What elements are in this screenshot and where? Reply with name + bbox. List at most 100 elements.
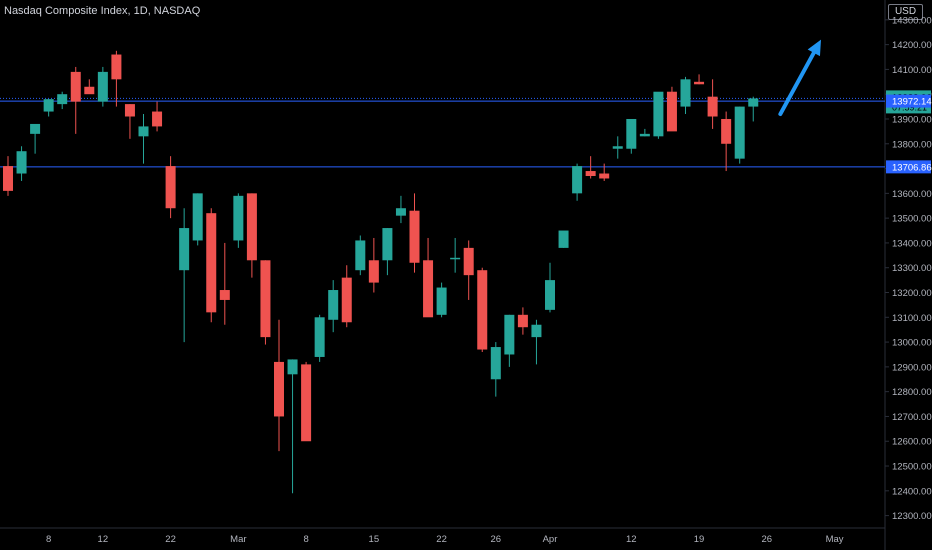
y-tick-label: 13600.00 — [892, 189, 932, 200]
chart-title: Nasdaq Composite Index, 1D, NASDAQ — [4, 5, 201, 17]
candle-body — [43, 99, 54, 112]
y-tick-label: 13300.00 — [892, 263, 932, 274]
candle-body — [558, 230, 569, 248]
candle-body — [653, 91, 664, 137]
x-tick-label: Mar — [230, 534, 246, 545]
candle-body — [219, 290, 230, 300]
trend-arrow — [778, 39, 821, 117]
candle-body — [423, 260, 434, 318]
candle-body — [436, 287, 447, 315]
candle-body — [3, 166, 13, 191]
candle-body — [450, 257, 461, 260]
x-tick-label: 19 — [694, 534, 705, 545]
candle-body — [111, 54, 122, 80]
candle-body — [368, 260, 379, 283]
y-tick-label: 12400.00 — [892, 486, 932, 497]
candle-body — [490, 347, 501, 380]
arrow-shaft — [778, 50, 816, 117]
candle-body — [233, 195, 244, 241]
x-tick-label: 26 — [762, 534, 773, 545]
candle-body — [179, 228, 190, 271]
candle-body — [30, 123, 41, 134]
candle-body — [57, 94, 68, 105]
candle-body — [124, 104, 135, 117]
x-tick-label: Apr — [543, 534, 558, 545]
candle-body — [639, 133, 650, 137]
candle-body — [355, 240, 366, 271]
x-tick-label: 15 — [369, 534, 380, 545]
y-tick-label: 13500.00 — [892, 214, 932, 225]
candle-body — [721, 118, 732, 144]
x-tick-label: May — [826, 534, 844, 545]
candle-body — [206, 213, 217, 313]
x-tick-label: 12 — [98, 534, 109, 545]
candle-body — [287, 359, 298, 375]
candle-body — [477, 270, 488, 350]
candle-body — [734, 106, 745, 159]
candle-body — [314, 317, 325, 357]
candle-body — [382, 228, 393, 261]
candle-body — [572, 166, 583, 194]
y-tick-label: 12600.00 — [892, 437, 932, 448]
level-price-label: 13706.86 — [892, 162, 932, 173]
y-tick-label: 14300.00 — [892, 15, 932, 26]
candle-body — [246, 193, 257, 261]
x-tick-label: 22 — [436, 534, 447, 545]
candle-body — [707, 96, 718, 117]
y-tick-label: 12900.00 — [892, 362, 932, 373]
candle-body — [585, 171, 596, 176]
candle-body — [138, 126, 149, 137]
candle-body — [409, 210, 420, 263]
candle-body — [599, 173, 610, 179]
x-tick-label: 12 — [626, 534, 637, 545]
candle-body — [274, 361, 284, 417]
y-tick-label: 13900.00 — [892, 114, 932, 125]
y-tick-label: 12700.00 — [892, 412, 932, 423]
arrow-head — [807, 39, 821, 57]
candle-body — [626, 118, 637, 149]
candle-body — [694, 81, 705, 85]
horizontal-levels — [0, 97, 885, 168]
candle-body — [612, 146, 623, 149]
y-tick-label: 13000.00 — [892, 338, 932, 349]
y-tick-label: 12800.00 — [892, 387, 932, 398]
candle-body — [680, 79, 691, 107]
candle-body — [341, 277, 352, 323]
candle-body — [301, 364, 312, 442]
candle-body — [463, 247, 474, 276]
candle-body — [517, 314, 528, 328]
y-tick-label: 14100.00 — [892, 65, 932, 76]
candle-body — [84, 86, 95, 95]
candle-body — [192, 193, 203, 241]
x-tick-label: 26 — [491, 534, 502, 545]
y-tick-label: 13400.00 — [892, 238, 932, 249]
candle-body — [748, 98, 759, 107]
y-tick-label: 13800.00 — [892, 139, 932, 150]
candle-body — [666, 91, 677, 132]
x-tick-label: 8 — [46, 534, 51, 545]
level-price-box — [886, 160, 931, 174]
candle-body — [395, 208, 406, 216]
candle-body — [152, 111, 163, 127]
candle-body — [70, 71, 81, 102]
x-tick-label: 22 — [165, 534, 176, 545]
candle-body — [531, 324, 542, 338]
y-tick-label: 14200.00 — [892, 40, 932, 51]
candle-body — [504, 314, 515, 355]
time-axis[interactable]: 8 12 22 Mar 8 15 22 26 Apr 12 19 26 May — [0, 527, 885, 545]
y-tick-label: 12300.00 — [892, 511, 932, 522]
candle-body — [260, 260, 271, 338]
candle-body — [545, 280, 555, 310]
candle-body — [328, 290, 339, 320]
y-tick-label: 12500.00 — [892, 462, 932, 473]
level-price-box — [886, 94, 931, 108]
y-tick-label: 13100.00 — [892, 313, 932, 324]
x-tick-label: 8 — [303, 534, 308, 545]
currency-button[interactable]: USD — [888, 4, 923, 20]
price-axis[interactable]: 12300.00 12400.00 12500.00 12600.00 12700.00… — [884, 0, 932, 550]
y-tick-label: 13200.00 — [892, 288, 932, 299]
level-price-label: 13972.14 — [892, 97, 932, 108]
candle-body — [16, 151, 27, 174]
